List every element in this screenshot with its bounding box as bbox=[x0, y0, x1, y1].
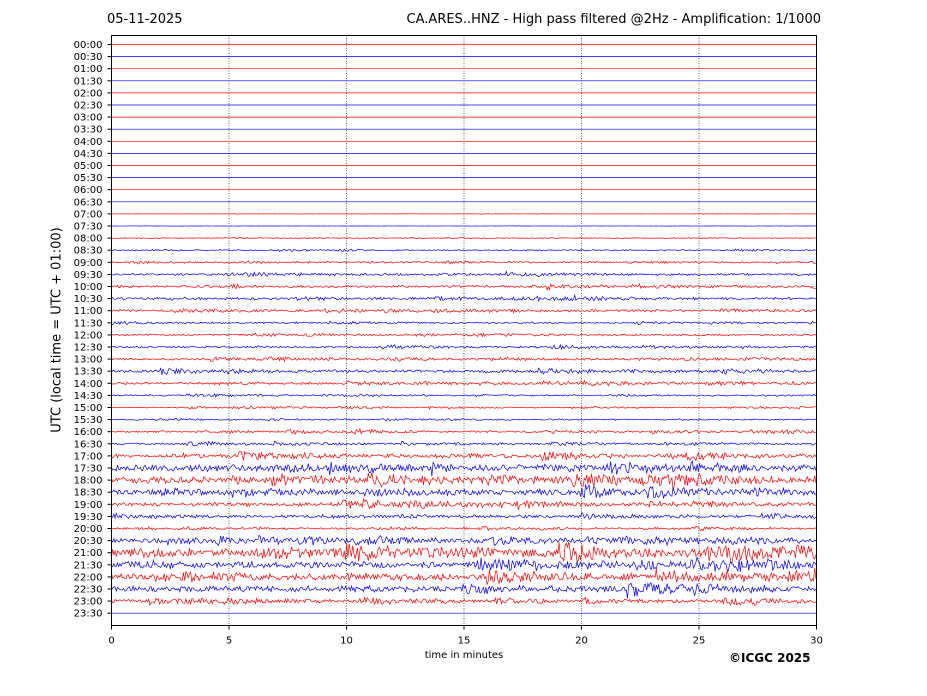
trace-19:30 bbox=[111, 511, 817, 520]
y-tick-label-12:30: 12:30 bbox=[74, 343, 103, 354]
x-tick-label-25: 25 bbox=[693, 636, 706, 647]
y-tick-label-03:30: 03:30 bbox=[74, 125, 103, 136]
trace-21:30 bbox=[111, 556, 817, 573]
y-tick-label-00:30: 00:30 bbox=[74, 52, 103, 63]
trace-14:00 bbox=[111, 379, 816, 387]
trace-22:30 bbox=[111, 582, 817, 599]
y-tick-label-02:30: 02:30 bbox=[74, 101, 103, 112]
y-tick-label-21:30: 21:30 bbox=[74, 560, 103, 571]
x-tick-label-10: 10 bbox=[340, 636, 353, 647]
date-label: 05-11-2025 bbox=[107, 12, 183, 27]
trace-16:00 bbox=[111, 427, 816, 436]
trace-18:00 bbox=[111, 472, 817, 491]
y-tick-label-03:00: 03:00 bbox=[74, 113, 103, 124]
y-tick-label-14:30: 14:30 bbox=[74, 391, 103, 402]
y-tick-label-10:00: 10:00 bbox=[74, 282, 103, 293]
y-tick-label-05:30: 05:30 bbox=[74, 173, 103, 184]
x-tick-label-20: 20 bbox=[575, 636, 588, 647]
trace-10:30 bbox=[111, 293, 817, 303]
trace-17:00 bbox=[111, 450, 817, 462]
y-tick-label-18:00: 18:00 bbox=[74, 476, 103, 487]
y-tick-label-10:30: 10:30 bbox=[74, 294, 103, 305]
trace-08:00 bbox=[111, 236, 816, 240]
trace-21:00 bbox=[111, 542, 817, 564]
y-tick-label-06:00: 06:00 bbox=[74, 185, 103, 196]
y-tick-label-20:30: 20:30 bbox=[74, 536, 103, 547]
y-tick-label-11:30: 11:30 bbox=[74, 318, 103, 329]
trace-23:00 bbox=[111, 596, 817, 606]
trace-12:30 bbox=[111, 343, 816, 351]
trace-22:00 bbox=[111, 567, 817, 585]
y-tick-label-04:30: 04:30 bbox=[74, 149, 103, 160]
y-tick-label-04:00: 04:00 bbox=[74, 137, 103, 148]
trace-09:30 bbox=[111, 270, 817, 278]
trace-11:30 bbox=[111, 320, 816, 326]
y-tick-label-01:00: 01:00 bbox=[74, 64, 103, 75]
trace-10:00 bbox=[111, 282, 816, 291]
x-axis-label: time in minutes bbox=[424, 650, 504, 661]
chart-title: CA.ARES..HNZ - High pass filtered @2Hz -… bbox=[406, 12, 821, 27]
y-tick-label-05:00: 05:00 bbox=[74, 161, 103, 172]
trace-16:30 bbox=[111, 440, 817, 447]
y-tick-label-20:00: 20:00 bbox=[74, 524, 103, 535]
y-tick-label-17:30: 17:30 bbox=[74, 464, 103, 475]
trace-19:00 bbox=[111, 497, 816, 510]
y-tick-label-22:00: 22:00 bbox=[74, 572, 103, 583]
plot-frame bbox=[111, 35, 817, 626]
y-tick-label-19:30: 19:30 bbox=[74, 512, 103, 523]
copyright-label: ©ICGC 2025 bbox=[729, 651, 811, 665]
trace-15:30 bbox=[111, 417, 817, 422]
y-tick-label-11:00: 11:00 bbox=[74, 306, 103, 317]
y-tick-label-15:00: 15:00 bbox=[74, 403, 103, 414]
trace-15:00 bbox=[111, 405, 816, 410]
y-tick-label-19:00: 19:00 bbox=[74, 500, 103, 511]
trace-13:30 bbox=[111, 367, 817, 376]
trace-18:30 bbox=[111, 483, 817, 499]
y-tick-label-13:00: 13:00 bbox=[74, 355, 103, 366]
y-tick-label-08:30: 08:30 bbox=[74, 246, 103, 257]
y-tick-label-12:00: 12:00 bbox=[74, 330, 103, 341]
trace-17:30 bbox=[111, 460, 817, 477]
trace-20:00 bbox=[111, 525, 817, 532]
y-tick-label-07:00: 07:00 bbox=[74, 209, 103, 220]
trace-14:30 bbox=[111, 392, 817, 398]
y-tick-label-08:00: 08:00 bbox=[74, 234, 103, 245]
y-tick-label-18:30: 18:30 bbox=[74, 488, 103, 499]
y-tick-label-15:30: 15:30 bbox=[74, 415, 103, 426]
x-tick-label-5: 5 bbox=[226, 636, 232, 647]
y-tick-label-16:00: 16:00 bbox=[74, 427, 103, 438]
trace-12:00 bbox=[111, 332, 817, 338]
y-tick-label-07:30: 07:30 bbox=[74, 222, 103, 233]
y-tick-label-09:30: 09:30 bbox=[74, 270, 103, 281]
x-tick-label-30: 30 bbox=[810, 636, 823, 647]
y-tick-label-14:00: 14:00 bbox=[74, 379, 103, 390]
y-tick-label-16:30: 16:30 bbox=[74, 439, 103, 450]
y-tick-label-23:00: 23:00 bbox=[74, 597, 103, 608]
trace-13:00 bbox=[111, 356, 817, 363]
trace-08:30 bbox=[111, 248, 816, 253]
y-tick-label-00:00: 00:00 bbox=[74, 40, 103, 51]
y-tick-label-17:00: 17:00 bbox=[74, 451, 103, 462]
y-tick-label-09:00: 09:00 bbox=[74, 258, 103, 269]
y-tick-label-01:30: 01:30 bbox=[74, 76, 103, 87]
trace-11:00 bbox=[111, 307, 817, 314]
y-tick-label-21:00: 21:00 bbox=[74, 548, 103, 559]
y-tick-label-06:30: 06:30 bbox=[74, 197, 103, 208]
x-tick-label-15: 15 bbox=[458, 636, 471, 647]
trace-20:30 bbox=[111, 534, 817, 547]
trace-09:00 bbox=[111, 260, 816, 265]
y-tick-label-13:30: 13:30 bbox=[74, 367, 103, 378]
y-tick-label-22:30: 22:30 bbox=[74, 585, 103, 596]
y-tick-label-23:30: 23:30 bbox=[74, 609, 103, 620]
y-tick-label-02:00: 02:00 bbox=[74, 88, 103, 99]
x-tick-label-0: 0 bbox=[108, 636, 114, 647]
